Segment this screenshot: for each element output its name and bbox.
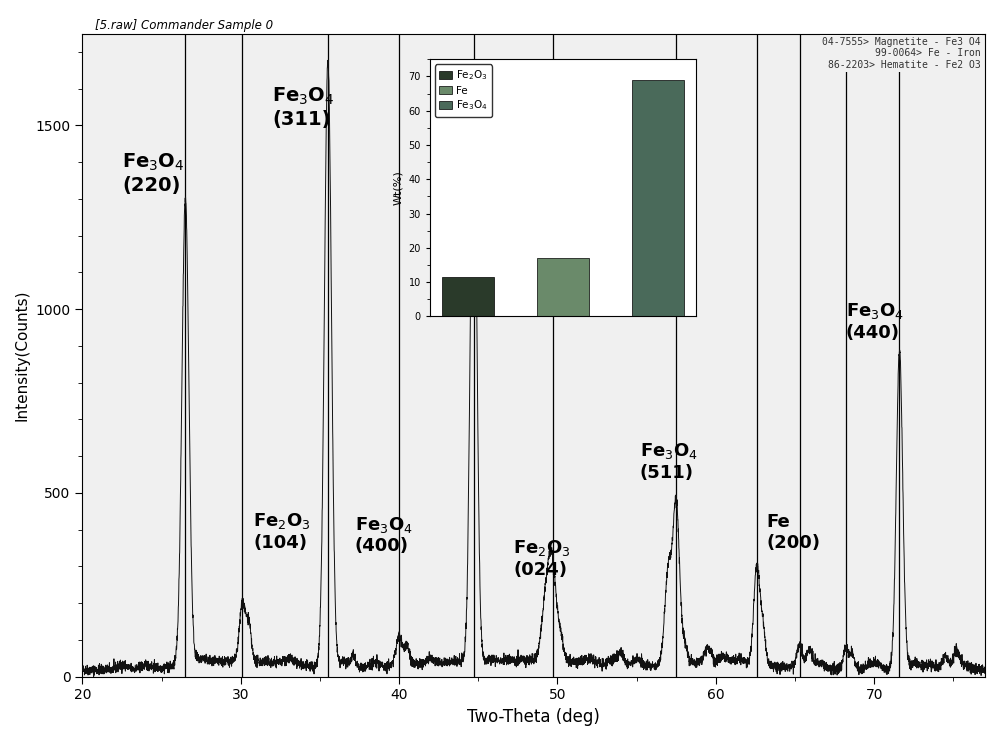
Text: Fe$_3$O$_4$
(400): Fe$_3$O$_4$ (400) [355,514,413,555]
Text: Fe$_2$O$_3$
(024): Fe$_2$O$_3$ (024) [513,539,571,579]
Text: Fe$_3$O$_4$
(511): Fe$_3$O$_4$ (511) [640,441,698,482]
Text: Fe$_2$O$_3$
(104): Fe$_2$O$_3$ (104) [253,511,311,552]
Text: 04-7555> Magnetite - Fe3 O4
99-0064> Fe - Iron
86-2203> Hematite - Fe2 O3: 04-7555> Magnetite - Fe3 O4 99-0064> Fe … [822,37,980,70]
Text: Fe$_3$O$_4$
(311): Fe$_3$O$_4$ (311) [272,86,335,129]
Text: Fe$_3$O$_4$
(220): Fe$_3$O$_4$ (220) [122,152,185,195]
Text: Fe
(200): Fe (200) [766,513,820,552]
X-axis label: Two-Theta (deg): Two-Theta (deg) [467,708,600,726]
Text: Fe
(110): Fe (110) [483,195,541,236]
Text: Fe$_3$O$_4$
(440): Fe$_3$O$_4$ (440) [846,302,904,342]
Y-axis label: Intensity(Counts): Intensity(Counts) [15,289,30,421]
Text: [5.raw] Commander Sample 0: [5.raw] Commander Sample 0 [95,19,273,32]
